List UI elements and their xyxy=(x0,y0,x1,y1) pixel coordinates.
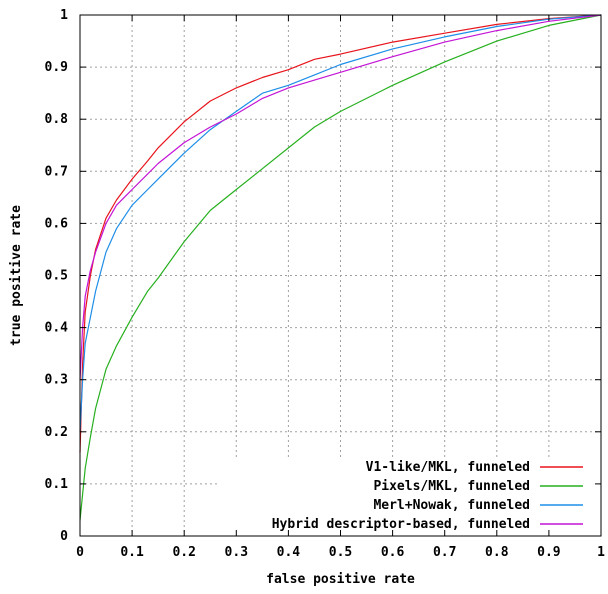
legend-label-4: Hybrid descriptor-based, funneled xyxy=(272,517,530,532)
x-tick-label: 0 xyxy=(76,545,84,560)
series-line-4 xyxy=(79,14,602,380)
y-tick-label: 0.5 xyxy=(45,269,68,284)
series-line-2 xyxy=(79,14,602,521)
y-tick-label: 0.7 xyxy=(45,164,68,179)
legend: V1-like/MKL, funneled Pixels/MKL, funnele… xyxy=(272,460,583,532)
series-line-3 xyxy=(79,14,602,432)
x-tick-label: 0.4 xyxy=(277,545,301,560)
y-tick-label: 0.1 xyxy=(45,477,69,492)
legend-background xyxy=(220,457,598,539)
y-tick-label: 0.6 xyxy=(45,216,69,231)
legend-label-2: Pixels/MKL, funneled xyxy=(373,479,530,494)
x-tick-label: 0.2 xyxy=(172,545,195,560)
x-axis-label: false positive rate xyxy=(266,572,415,587)
x-tick-label: 0.5 xyxy=(329,545,352,560)
y-tick-label: 0.3 xyxy=(45,373,68,388)
legend-label-1: V1-like/MKL, funneled xyxy=(366,460,530,475)
y-tick-label: 1 xyxy=(60,8,68,23)
curves xyxy=(79,14,602,521)
axis-ticks: 0 0.1 0.2 0.3 0.4 0.5 0.6 0.7 0.8 0.9 1 0 0.1 0.2 0.3 0… xyxy=(45,8,606,560)
grid-lines xyxy=(80,15,601,536)
y-tick-label: 0.8 xyxy=(45,112,69,127)
y-tick-label: 0.2 xyxy=(45,425,68,440)
y-tick-label: 0 xyxy=(60,529,68,544)
y-tick-label: 0.9 xyxy=(45,60,68,75)
x-tick-label: 0.3 xyxy=(225,545,248,560)
x-tick-label: 1 xyxy=(597,545,605,560)
x-tick-label: 0.1 xyxy=(120,545,144,560)
y-axis-label: true positive rate xyxy=(9,205,24,346)
x-tick-label: 0.7 xyxy=(433,545,456,560)
x-tick-label: 0.8 xyxy=(485,545,509,560)
x-tick-label: 0.6 xyxy=(381,545,405,560)
x-tick-label: 0.9 xyxy=(537,545,560,560)
y-tick-label: 0.4 xyxy=(45,321,69,336)
legend-label-3: Merl+Nowak, funneled xyxy=(373,498,530,513)
